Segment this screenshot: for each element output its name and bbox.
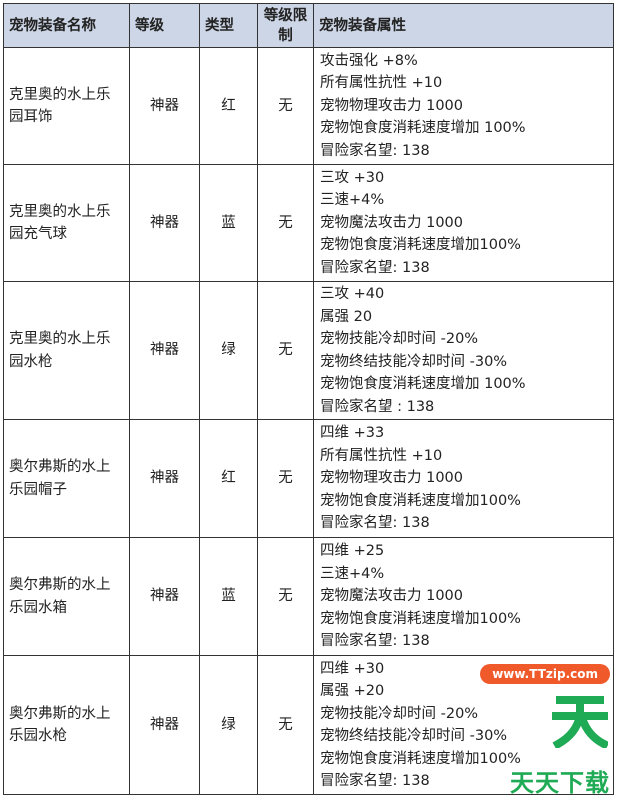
table-row: 奥尔弗斯的水上乐园水箱 神器蓝无四维 +25 三速+4% 宠物魔法攻击力 1000 宠物…	[3, 537, 614, 656]
attribute-line: 宠物魔法攻击力 1000	[320, 588, 464, 605]
equipment-grade: 神器	[129, 164, 200, 282]
attribute-line: 所有属性抗性 +10	[320, 447, 443, 464]
attribute-line: 宠物饱食度消耗速度增加100%	[320, 492, 521, 509]
equipment-attributes: 四维 +25 三速+4% 宠物魔法攻击力 1000 宠物饱食度消耗速度增加100% 冒险…	[313, 537, 614, 656]
equipment-name: 克里奥的水上乐园耳饰	[3, 47, 130, 165]
attribute-line: 攻击强化 +8%	[320, 52, 418, 69]
equipment-name: 奥尔弗斯的水上乐园水箱	[3, 537, 130, 656]
attribute-line: 宠物物理攻击力 1000	[320, 470, 464, 487]
equipment-level-limit: 无	[257, 47, 314, 165]
equipment-level-limit: 无	[257, 537, 314, 656]
equipment-grade: 神器	[129, 419, 200, 538]
equipment-type: 绿	[199, 655, 258, 795]
table-row: 奥尔弗斯的水上乐园水枪 神器绿无四维 +30 属强 +20 宠物技能冷却时间 -20%…	[3, 655, 614, 795]
attribute-line: 宠物终结技能冷却时间 -30%	[320, 353, 508, 370]
attribute-line: 宠物饱食度消耗速度增加 100%	[320, 376, 526, 392]
equipment-level-limit: 无	[257, 419, 314, 538]
header-name: 宠物装备名称	[3, 3, 130, 48]
attribute-line: 冒险家名望: 138	[320, 633, 430, 650]
attribute-line: 冒险家名望: 138	[320, 515, 430, 532]
equipment-grade: 神器	[129, 281, 200, 420]
table-row: 克里奥的水上乐园充气球 神器蓝无三攻 +30 三速+4% 宠物魔法攻击力 1000 宠物…	[3, 164, 614, 282]
pet-equipment-table: 宠物装备名称 等级 类型 等级限制 宠物装备属性 克里奥的水上乐园耳饰 神器红无攻…	[3, 3, 614, 795]
equipment-type: 红	[199, 419, 258, 538]
attribute-line: 宠物饱食度消耗速度增加100%	[320, 237, 521, 254]
attribute-line: 四维 +33	[320, 425, 385, 442]
equipment-attributes: 攻击强化 +8% 所有属性抗性 +10 宠物物理攻击力 1000 宠物饱食度消耗速度增…	[313, 47, 614, 165]
equipment-type: 蓝	[199, 537, 258, 656]
equipment-grade: 神器	[129, 537, 200, 656]
attribute-line: 宠物魔法攻击力 1000	[320, 214, 464, 231]
equipment-level-limit: 无	[257, 655, 314, 795]
attribute-line: 三攻 +40	[320, 286, 385, 302]
attribute-line: 所有属性抗性 +10	[320, 75, 443, 92]
header-type: 类型	[199, 3, 258, 48]
attribute-line: 三速+4%	[320, 192, 385, 209]
attribute-line: 属强 +20	[320, 683, 385, 699]
attribute-line: 四维 +25	[320, 543, 385, 560]
equipment-type: 蓝	[199, 164, 258, 282]
equipment-name: 克里奥的水上乐园充气球	[3, 164, 130, 282]
equipment-grade: 神器	[129, 655, 200, 795]
equipment-level-limit: 无	[257, 164, 314, 282]
header-grade: 等级	[129, 3, 200, 48]
equipment-name: 克里奥的水上乐园水枪	[3, 281, 130, 420]
table-header-row: 宠物装备名称 等级 类型 等级限制 宠物装备属性	[3, 3, 614, 48]
attribute-line: 冒险家名望: 138	[320, 259, 430, 276]
attribute-line: 宠物饱食度消耗速度增加100%	[320, 610, 521, 627]
equipment-attributes: 四维 +33 所有属性抗性 +10 宠物物理攻击力 1000 宠物饱食度消耗速度增加1…	[313, 419, 614, 538]
equipment-type: 红	[199, 47, 258, 165]
attribute-line: 冒险家名望: 138	[320, 773, 430, 789]
header-level-limit-text: 等级限制	[263, 7, 308, 44]
table-row: 奥尔弗斯的水上乐园帽子 神器红无四维 +33 所有属性抗性 +10 宠物物理攻击力 1…	[3, 419, 614, 538]
equipment-name: 奥尔弗斯的水上乐园水枪	[3, 655, 130, 795]
equipment-type: 绿	[199, 281, 258, 420]
equipment-attributes: 四维 +30 属强 +20 宠物技能冷却时间 -20% 宠物终结技能冷却时间 -30%…	[313, 655, 614, 795]
attribute-line: 宠物饱食度消耗速度增加 100%	[320, 120, 526, 137]
attribute-line: 宠物物理攻击力 1000	[320, 97, 464, 114]
equipment-level-limit: 无	[257, 281, 314, 420]
attribute-line: 冒险家名望 : 138	[320, 398, 435, 415]
attribute-line: 四维 +30	[320, 660, 385, 677]
attribute-line: 宠物技能冷却时间 -20%	[320, 331, 479, 347]
attribute-line: 宠物饱食度消耗速度增加100%	[320, 750, 521, 767]
table-row: 克里奥的水上乐园耳饰 神器红无攻击强化 +8% 所有属性抗性 +10 宠物物理攻击力 …	[3, 47, 614, 165]
equipment-attributes: 三攻 +30 三速+4% 宠物魔法攻击力 1000 宠物饱食度消耗速度增加100% 冒险…	[313, 164, 614, 282]
attribute-line: 宠物技能冷却时间 -20%	[320, 705, 479, 722]
attribute-line: 冒险家名望: 138	[320, 142, 430, 159]
attribute-line: 宠物终结技能冷却时间 -30%	[320, 728, 508, 744]
header-attributes: 宠物装备属性	[313, 3, 614, 48]
attribute-line: 属强 20	[320, 308, 373, 325]
equipment-attributes: 三攻 +40 属强 20 宠物技能冷却时间 -20% 宠物终结技能冷却时间 -30% 宠…	[313, 281, 614, 420]
attribute-line: 三速+4%	[320, 565, 385, 582]
equipment-grade: 神器	[129, 47, 200, 165]
equipment-name: 奥尔弗斯的水上乐园帽子	[3, 419, 130, 538]
attribute-line: 三攻 +30	[320, 169, 385, 186]
header-level-limit: 等级限制	[257, 3, 314, 48]
table-row: 克里奥的水上乐园水枪 神器绿无三攻 +40 属强 20 宠物技能冷却时间 -20% 宠物…	[3, 281, 614, 420]
